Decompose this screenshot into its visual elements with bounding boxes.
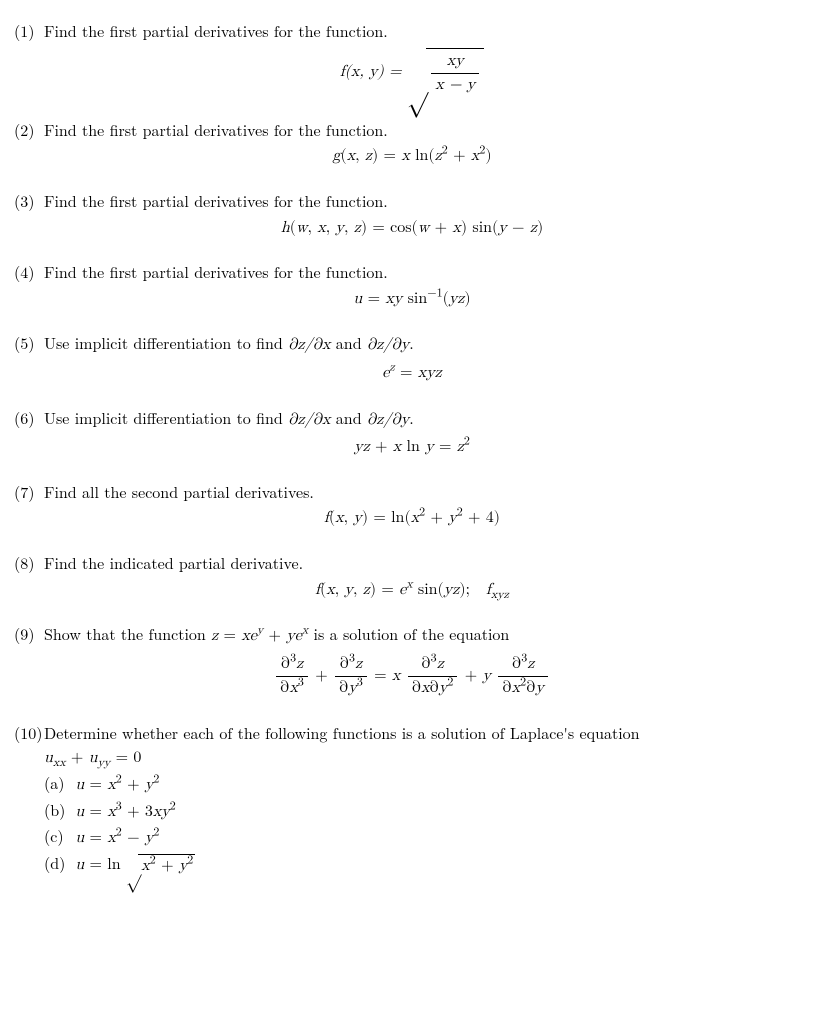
problem-number: (2) (14, 119, 44, 141)
problem-number: (10) (14, 722, 44, 744)
problem-text: Use implicit differentiation to find ∂z/… (44, 407, 810, 432)
problem-2: (2) Find the first partial derivatives f… (14, 119, 810, 168)
subitem-c: (c) u = x2 − y2 (44, 825, 810, 850)
problem-header: (8) Find the indicated partial derivativ… (14, 552, 810, 574)
problem-text: Show that the function z = xey + yex is … (44, 623, 810, 648)
problem-1: (1) Find the first partial derivatives f… (14, 20, 810, 97)
sublabel-d: (d) (44, 852, 70, 874)
problem-text: Find the first partial derivatives for t… (44, 20, 810, 42)
equation-3: h(w, x, y, z) = cos(w + x) sin(y − z) (14, 218, 810, 240)
problem-number: (9) (14, 623, 44, 645)
fraction: xy x − y (431, 51, 479, 97)
problem-8: (8) Find the indicated partial derivativ… (14, 552, 810, 601)
text-part-b: is a solution of the equation (308, 622, 509, 645)
fraction-3: ∂3z ∂x∂y2 (408, 654, 458, 700)
problem-header: (9) Show that the function z = xey + yex… (14, 623, 810, 648)
problem-4: (4) Find the first partial derivatives f… (14, 261, 810, 310)
problem-header: (4) Find the first partial derivatives f… (14, 261, 810, 283)
equation-2: g(x, z) = x ln(z2 + x2) (14, 146, 810, 168)
denominator: x − y (431, 74, 479, 97)
problem-number: (8) (14, 552, 44, 574)
problem-number: (3) (14, 190, 44, 212)
problem-header: (10) Determine whether each of the follo… (14, 722, 810, 744)
fraction-2: ∂3z ∂y3 (335, 654, 367, 700)
equation-9: ∂3z ∂x3 + ∂3z ∂y3 = x ∂3z ∂x∂y2 + y ∂3z … (14, 654, 810, 700)
sublabel-a: (a) (44, 772, 70, 794)
problem-text: Find the indicated partial derivative. (44, 552, 810, 574)
problem-number: (1) (14, 20, 44, 42)
problem-number: (7) (14, 481, 44, 503)
problem-number: (4) (14, 261, 44, 283)
problem-text: Find all the second partial derivatives. (44, 481, 810, 503)
problem-header: (6) Use implicit differentiation to find… (14, 407, 810, 432)
sublabel-b: (b) (44, 799, 70, 821)
problem-5: (5) Use implicit differentiation to find… (14, 332, 810, 384)
problem-header: (5) Use implicit differentiation to find… (14, 332, 810, 357)
sublabel-c: (c) (44, 825, 70, 847)
problem-header: (1) Find the first partial derivatives f… (14, 20, 810, 42)
subitem-b: (b) u = x3 + 3xy2 (44, 799, 810, 824)
problem-text: Find the first partial derivatives for t… (44, 119, 810, 141)
numerator: xy (431, 51, 479, 75)
equation-5: ez = xyz (14, 363, 810, 385)
problem-number: (5) (14, 332, 44, 354)
problem-text: Determine whether each of the following … (44, 722, 810, 744)
fraction-1: ∂3z ∂x3 (276, 654, 308, 700)
problem-header: (7) Find all the second partial derivati… (14, 481, 810, 503)
equation-1: f(x, y) = √ xy x − y (14, 48, 810, 97)
equation-6: yz + x ln y = z2 (14, 437, 810, 459)
equation-8: f(x, y, z) = ex sin(yz); fxyz (14, 580, 810, 602)
subitem-d: (d) u = ln √ x2 + y2 (44, 852, 810, 877)
sublist: uxx + uyy = 0 (a) u = x2 + y2 (b) u = x3… (44, 745, 810, 877)
subitem-a: (a) u = x2 + y2 (44, 772, 810, 797)
problem-6: (6) Use implicit differentiation to find… (14, 407, 810, 459)
sqrt-expr: √ x2 + y2 (126, 854, 195, 878)
problem-header: (2) Find the first partial derivatives f… (14, 119, 810, 141)
problem-7: (7) Find all the second partial derivati… (14, 481, 810, 530)
problem-9: (9) Show that the function z = xey + yex… (14, 623, 810, 700)
laplace-equation: uxx + uyy = 0 (44, 745, 810, 770)
text-part-a: Show that the function (44, 622, 211, 645)
problem-header: (3) Find the first partial derivatives f… (14, 190, 810, 212)
problem-text: Use implicit differentiation to find ∂z/… (44, 332, 810, 357)
problem-text: Find the first partial derivatives for t… (44, 261, 810, 283)
equation-7: f(x, y) = ln(x2 + y2 + 4) (14, 508, 810, 530)
problem-number: (6) (14, 407, 44, 429)
problem-3: (3) Find the first partial derivatives f… (14, 190, 810, 239)
eq-lhs: f(x, y) = (340, 64, 407, 80)
problem-10: (10) Determine whether each of the follo… (14, 722, 810, 877)
sqrt-expr: √ xy x − y (407, 48, 484, 97)
equation-4: u = xy sin−1(yz) (14, 289, 810, 311)
fraction-4: ∂3z ∂x2∂y (498, 654, 548, 700)
problem-text: Find the first partial derivatives for t… (44, 190, 810, 212)
